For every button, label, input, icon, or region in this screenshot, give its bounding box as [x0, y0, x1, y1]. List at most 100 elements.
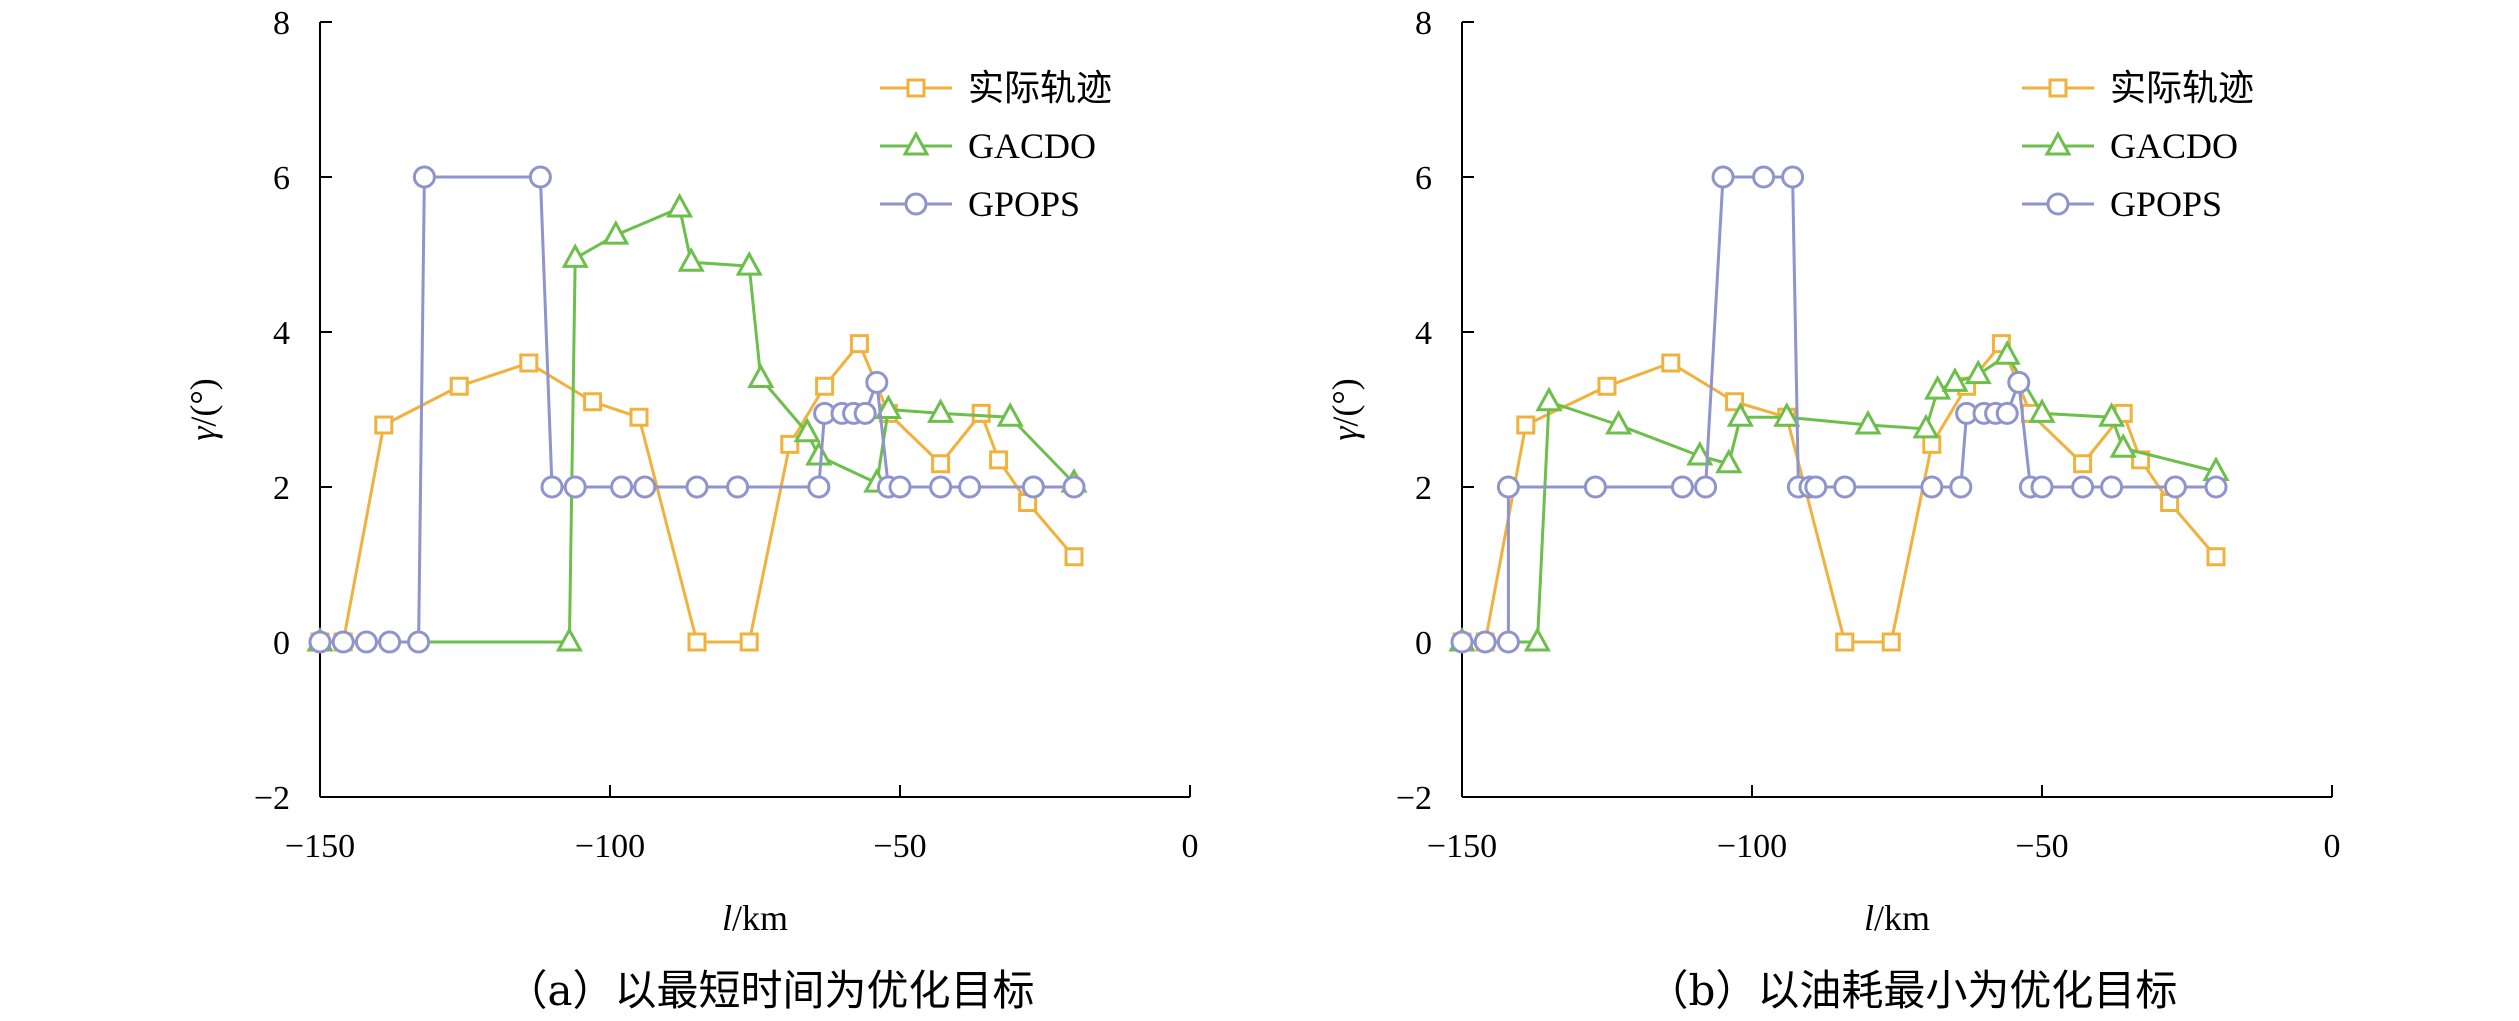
data-point — [1912, 413, 1940, 439]
data-point — [1854, 409, 1882, 435]
data-point — [378, 630, 402, 654]
legend-marker — [2048, 78, 2068, 98]
data-point — [747, 363, 775, 388]
data-point — [2007, 370, 2031, 394]
data-point — [780, 434, 800, 454]
x-axis-unit: /km — [732, 898, 788, 938]
panel-a: −2 0 2 4 6 8 −150 −100 −50 0 l/km γ/(°) （a）以最短时间为优化目… — [183, 5, 1199, 1015]
legend-entry: GACDO — [2022, 126, 2238, 166]
data-point — [853, 401, 877, 425]
data-point — [555, 626, 583, 652]
legend-marker — [2044, 130, 2072, 156]
data-point — [1473, 630, 1497, 654]
data-point — [726, 475, 750, 499]
legend-marker — [904, 192, 928, 216]
data-point — [540, 475, 564, 499]
y-axis-variable: γ — [183, 426, 223, 441]
series-line — [1462, 353, 2217, 644]
data-point — [989, 450, 1009, 470]
data-point — [629, 407, 649, 427]
data-point — [1726, 402, 1754, 427]
legend-entry: GACDO — [880, 126, 1096, 166]
data-point — [528, 165, 552, 189]
data-point — [1833, 475, 1857, 499]
legend-entry: GPOPS — [2022, 184, 2222, 224]
y-tick-label: −2 — [254, 780, 290, 817]
data-point — [449, 376, 469, 396]
data-point — [1450, 630, 1474, 654]
data-point — [1711, 165, 1735, 189]
y-axis-unit: /(°) — [1325, 378, 1365, 426]
data-point — [1694, 475, 1718, 499]
data-point — [1597, 376, 1617, 396]
y-axis-variable: γ — [1325, 426, 1365, 441]
data-point — [1804, 475, 1828, 499]
data-point — [561, 243, 589, 268]
data-point — [1920, 475, 1944, 499]
data-point — [308, 630, 332, 654]
data-point — [2100, 475, 2124, 499]
x-axis-title: l/km — [722, 898, 788, 938]
data-point — [1752, 165, 1776, 189]
data-point — [1924, 375, 1952, 400]
y-tick-label: 4 — [1415, 315, 1432, 352]
data-point — [1516, 415, 1536, 435]
y-tick-label: 0 — [273, 625, 290, 662]
x-tick-label: −100 — [1717, 828, 1787, 865]
data-point — [374, 415, 394, 435]
data-point — [805, 440, 833, 466]
data-point — [677, 247, 705, 272]
data-point — [610, 475, 634, 499]
panel-caption: （b）以油耗最小为优化目标 — [1647, 966, 2178, 1015]
data-point — [1922, 434, 1942, 454]
data-point — [1715, 448, 1743, 474]
data-point — [563, 475, 587, 499]
legend-label: GPOPS — [968, 184, 1080, 224]
data-point — [2204, 475, 2228, 499]
legend-label: GACDO — [968, 126, 1096, 166]
data-point — [1062, 475, 1086, 499]
data-point — [1949, 475, 1973, 499]
y-tick-label: 2 — [273, 470, 290, 507]
data-point — [2073, 454, 2093, 474]
data-point — [793, 417, 821, 443]
x-tick-label: −100 — [575, 828, 645, 865]
data-point — [849, 334, 869, 354]
data-point — [1964, 359, 1992, 385]
x-axis-variable: l — [722, 898, 732, 938]
data-point — [1583, 475, 1607, 499]
data-point — [1881, 632, 1901, 652]
data-point — [1523, 626, 1551, 652]
x-axis-unit: /km — [1874, 898, 1930, 938]
data-point — [996, 402, 1024, 427]
x-tick-label: −150 — [285, 828, 355, 865]
data-point — [2030, 475, 2054, 499]
data-point — [815, 376, 835, 396]
legend-marker — [902, 130, 930, 156]
data-point — [412, 165, 436, 189]
series-gpops — [1450, 165, 2228, 654]
x-tick-label: −150 — [1427, 828, 1497, 865]
x-tick-label: 0 — [2324, 828, 2341, 865]
data-point — [2109, 433, 2137, 458]
data-point — [1993, 340, 2021, 365]
data-point — [888, 475, 912, 499]
panel-b: −2 0 2 4 6 8 −150 −100 −50 0 l/km γ/(°) （b）以油耗最小为优化目… — [1325, 5, 2341, 1015]
series-gpops — [308, 165, 1086, 654]
series-line — [320, 175, 1074, 644]
data-point — [1535, 386, 1563, 412]
data-point — [929, 475, 953, 499]
y-tick-label: −2 — [1396, 780, 1432, 817]
data-point — [1686, 440, 1714, 466]
data-point — [2206, 547, 2226, 567]
y-tick-label: 8 — [1415, 5, 1432, 42]
data-point — [971, 403, 991, 423]
x-tick-label: −50 — [2015, 828, 2068, 865]
y-axis-title: γ/(°) — [1325, 378, 1365, 441]
data-point — [1021, 475, 1045, 499]
data-point — [735, 251, 763, 276]
series-gacdo — [306, 192, 1088, 652]
data-point — [687, 632, 707, 652]
data-point — [1773, 402, 1801, 427]
legend-marker — [906, 78, 926, 98]
